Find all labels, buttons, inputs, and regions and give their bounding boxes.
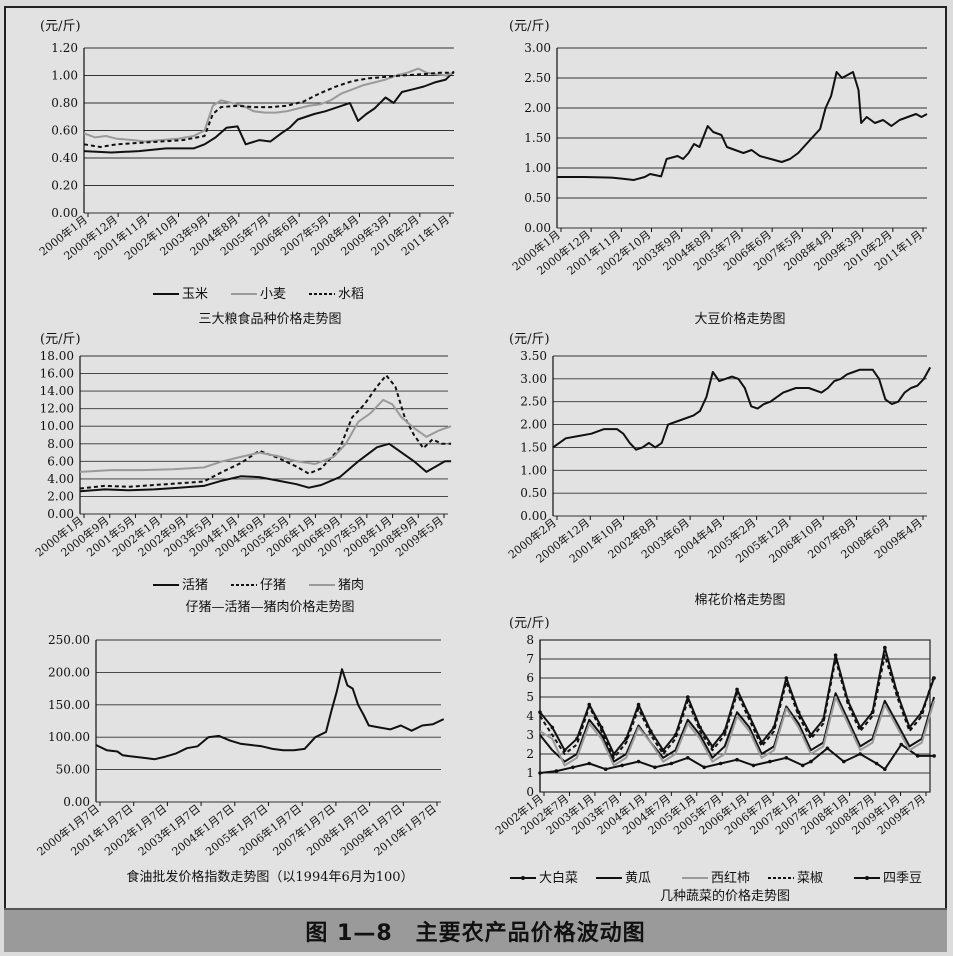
figure-title-bar: 图 1—8 主要农产品价格波动图 [4,908,947,952]
figure-frame [4,6,947,952]
figure-title: 图 1—8 主要农产品价格波动图 [305,921,646,946]
